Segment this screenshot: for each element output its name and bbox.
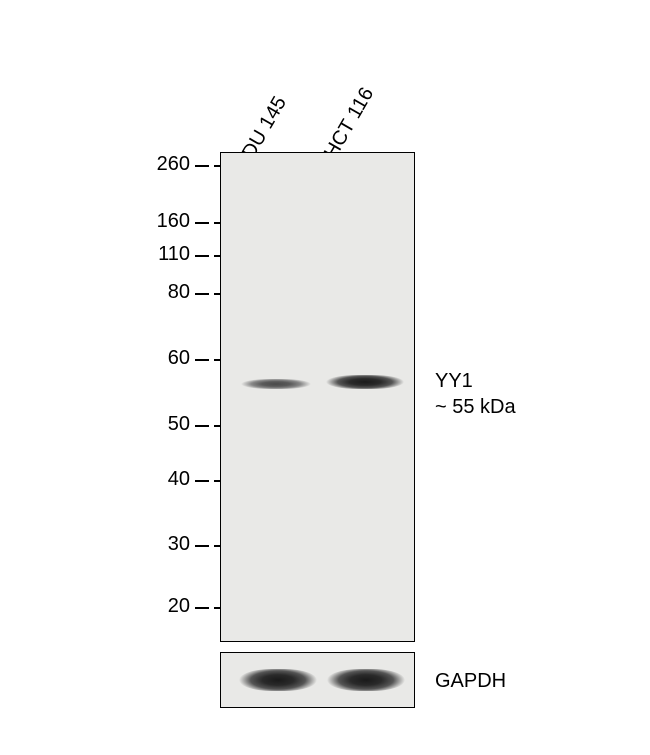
tick-80 [195,293,209,295]
tick-20 [195,607,209,609]
mw-80: 80 [130,281,190,304]
tick-40 [195,480,209,482]
band-gapdh-du145 [239,669,317,691]
loading-label: GAPDH [435,668,506,694]
tick-50 [195,425,209,427]
mw-160: 160 [130,210,190,233]
target-label: YY1 [435,368,473,394]
western-blot-figure: DU 145 HCT 116 260 160 110 80 60 50 40 3… [0,0,650,755]
band-gapdh-hct116 [327,669,405,691]
mw-260: 260 [130,153,190,176]
blot-gapdh [220,652,415,708]
mw-60: 60 [130,347,190,370]
mw-110: 110 [130,243,190,266]
mw-40: 40 [130,468,190,491]
blot-yy1 [220,152,415,642]
mw-30: 30 [130,533,190,556]
size-label: ~ 55 kDa [435,394,516,420]
tick-160 [195,222,209,224]
band-yy1-du145 [241,379,311,389]
tick-60 [195,359,209,361]
tick-110 [195,255,209,257]
tick-260 [195,165,209,167]
band-yy1-hct116 [326,375,404,389]
mw-20: 20 [130,595,190,618]
mw-50: 50 [130,413,190,436]
tick-30 [195,545,209,547]
